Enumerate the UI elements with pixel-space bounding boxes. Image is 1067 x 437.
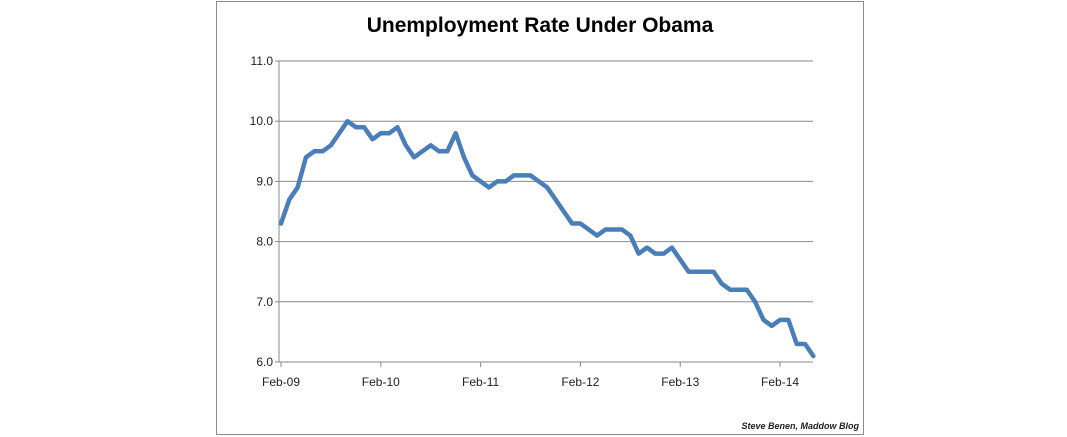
data-point	[703, 270, 707, 274]
data-point	[320, 149, 324, 153]
data-point	[420, 149, 424, 153]
data-point	[370, 137, 374, 141]
y-tick-label: 8.0	[256, 235, 273, 249]
data-point	[795, 342, 799, 346]
x-tick-label: Feb-12	[561, 375, 599, 389]
data-point	[770, 324, 774, 328]
data-point	[445, 149, 449, 153]
data-point	[404, 143, 408, 147]
data-point	[379, 131, 383, 135]
data-point	[295, 185, 299, 189]
data-point	[503, 179, 507, 183]
data-point	[578, 221, 582, 225]
data-point	[628, 233, 632, 237]
y-tick-label: 9.0	[256, 174, 273, 188]
data-point	[387, 131, 391, 135]
data-point	[362, 125, 366, 129]
data-point	[645, 245, 649, 249]
series-line	[278, 118, 816, 359]
data-point	[537, 179, 541, 183]
data-point	[661, 251, 665, 255]
credit-label: Steve Benen, Maddow Blog	[741, 421, 859, 431]
data-point	[786, 318, 790, 322]
x-tick-label: Feb-10	[362, 375, 400, 389]
y-tick-label: 7.0	[256, 295, 273, 309]
data-point	[587, 227, 591, 231]
data-point	[312, 149, 316, 153]
data-point	[636, 251, 640, 255]
data-point	[745, 288, 749, 292]
data-point	[603, 227, 607, 231]
data-point	[520, 173, 524, 177]
data-point	[620, 227, 624, 231]
data-point	[753, 300, 757, 304]
data-point	[711, 270, 715, 274]
chart-frame: Unemployment Rate Under Obama 6.0 7.0 8.0 9…	[216, 1, 864, 435]
data-point	[553, 197, 557, 201]
data-point	[528, 173, 532, 177]
data-point	[329, 143, 333, 147]
data-point	[686, 270, 690, 274]
data-point	[545, 185, 549, 189]
data-point	[487, 185, 491, 189]
y-tick-label: 11.0	[251, 54, 274, 68]
data-point	[354, 125, 358, 129]
data-point	[728, 288, 732, 292]
data-point	[678, 257, 682, 261]
data-point	[720, 282, 724, 286]
data-point	[304, 155, 308, 159]
data-point	[279, 221, 283, 225]
data-point	[470, 173, 474, 177]
y-tick-label: 10.0	[250, 114, 274, 128]
x-tick-label: Feb-14	[761, 375, 799, 389]
data-point	[512, 173, 516, 177]
data-point	[736, 288, 740, 292]
data-point	[570, 221, 574, 225]
data-point	[761, 318, 765, 322]
line-chart: 6.0 7.0 8.0 9.0 10.0 11.0 Feb-09 Feb-10 Feb-11 Fe…	[250, 54, 816, 389]
data-point	[670, 245, 674, 249]
data-point	[695, 270, 699, 274]
data-point	[437, 149, 441, 153]
x-tick-label: Feb-11	[462, 375, 499, 389]
chart-title: Unemployment Rate Under Obama	[366, 14, 714, 37]
data-point	[562, 209, 566, 213]
data-point	[453, 131, 457, 135]
data-point	[462, 155, 466, 159]
data-point	[429, 143, 433, 147]
data-point	[287, 197, 291, 201]
data-point	[478, 179, 482, 183]
data-point	[811, 354, 815, 358]
data-point	[495, 179, 499, 183]
data-point	[612, 227, 616, 231]
data-point	[653, 251, 657, 255]
data-point	[412, 155, 416, 159]
x-tick-label: Feb-13	[661, 375, 699, 389]
data-point	[395, 125, 399, 129]
data-point	[778, 318, 782, 322]
data-point	[337, 131, 341, 135]
data-point	[345, 119, 349, 123]
y-tick-label: 6.0	[256, 355, 273, 369]
data-point	[595, 233, 599, 237]
x-tick-label: Feb-09	[262, 375, 300, 389]
data-point	[803, 342, 807, 346]
